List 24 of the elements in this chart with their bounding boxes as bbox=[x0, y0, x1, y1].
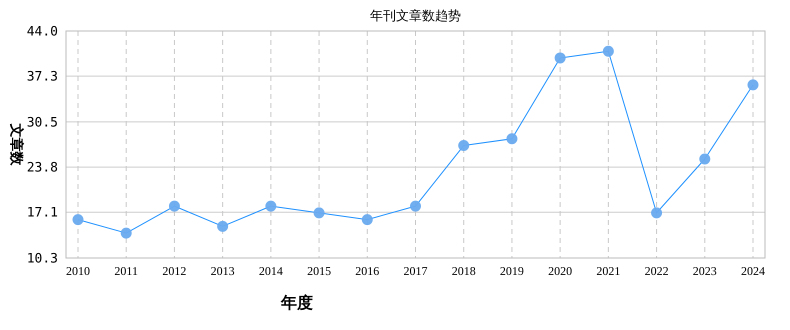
chart-title: 年刊文章数趋势 bbox=[370, 9, 461, 24]
x-tick-label: 2012 bbox=[162, 264, 186, 278]
x-tick-label: 2016 bbox=[355, 264, 380, 278]
x-tick-label: 2021 bbox=[596, 264, 620, 278]
x-axis-title: 年度 bbox=[280, 293, 313, 312]
x-tick-label: 2022 bbox=[644, 264, 669, 278]
x-tick-label: 2019 bbox=[500, 264, 524, 278]
y-tick-label: 10.3 bbox=[26, 252, 58, 267]
y-tick-label: 23.8 bbox=[26, 160, 58, 176]
x-tick-label: 2013 bbox=[210, 264, 235, 278]
y-tick-label: 37.3 bbox=[26, 70, 58, 85]
y-tick-label: 44.0 bbox=[26, 24, 58, 40]
x-tick-label: 2018 bbox=[452, 264, 476, 278]
x-tick-label: 2024 bbox=[741, 264, 765, 278]
x-tick-label: 2017 bbox=[404, 264, 428, 278]
x-tick-label: 2023 bbox=[692, 264, 717, 278]
y-tick-label: 30.5 bbox=[26, 115, 58, 130]
y-axis-title: 文章数 bbox=[8, 122, 25, 166]
x-tick-label: 2010 bbox=[66, 264, 90, 278]
x-tick-label: 2011 bbox=[114, 264, 138, 278]
x-tick-label: 2015 bbox=[307, 264, 332, 278]
x-tick-label: 2020 bbox=[548, 264, 572, 278]
y-tick-label: 17.1 bbox=[26, 206, 58, 221]
x-tick-label: 2014 bbox=[258, 264, 283, 278]
